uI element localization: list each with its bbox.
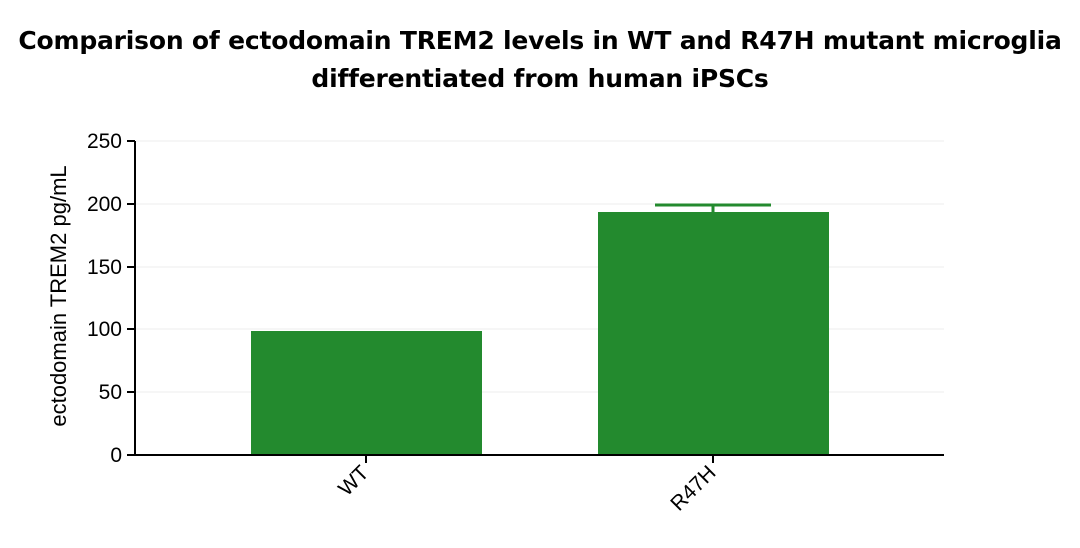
y-tick-0: 0 (110, 444, 122, 467)
y-axis (127, 140, 136, 456)
bar-r47h (598, 212, 829, 455)
y-tick-250: 250 (87, 130, 122, 153)
x-axis (134, 454, 944, 463)
bar-wt (251, 331, 482, 455)
y-tick-150: 150 (87, 256, 122, 279)
x-tick-wt: WT (334, 461, 373, 500)
y-tick-50: 50 (99, 381, 122, 404)
chart-title-line-2: differentiated from human iPSCs (311, 64, 769, 93)
x-tick-r47h: R47H (666, 461, 720, 515)
chart-title: Comparison of ectodomain TREM2 levels in… (0, 22, 1080, 98)
y-tick-100: 100 (87, 318, 122, 341)
y-tick-200: 200 (87, 193, 122, 216)
error-bar-r47h (655, 203, 771, 212)
y-axis-title: ectodomain TREM2 pg/mL (46, 165, 71, 426)
y-tick-labels: 250 200 150 100 50 0 (87, 130, 122, 467)
chart-title-line-1: Comparison of ectodomain TREM2 levels in… (18, 26, 1062, 55)
